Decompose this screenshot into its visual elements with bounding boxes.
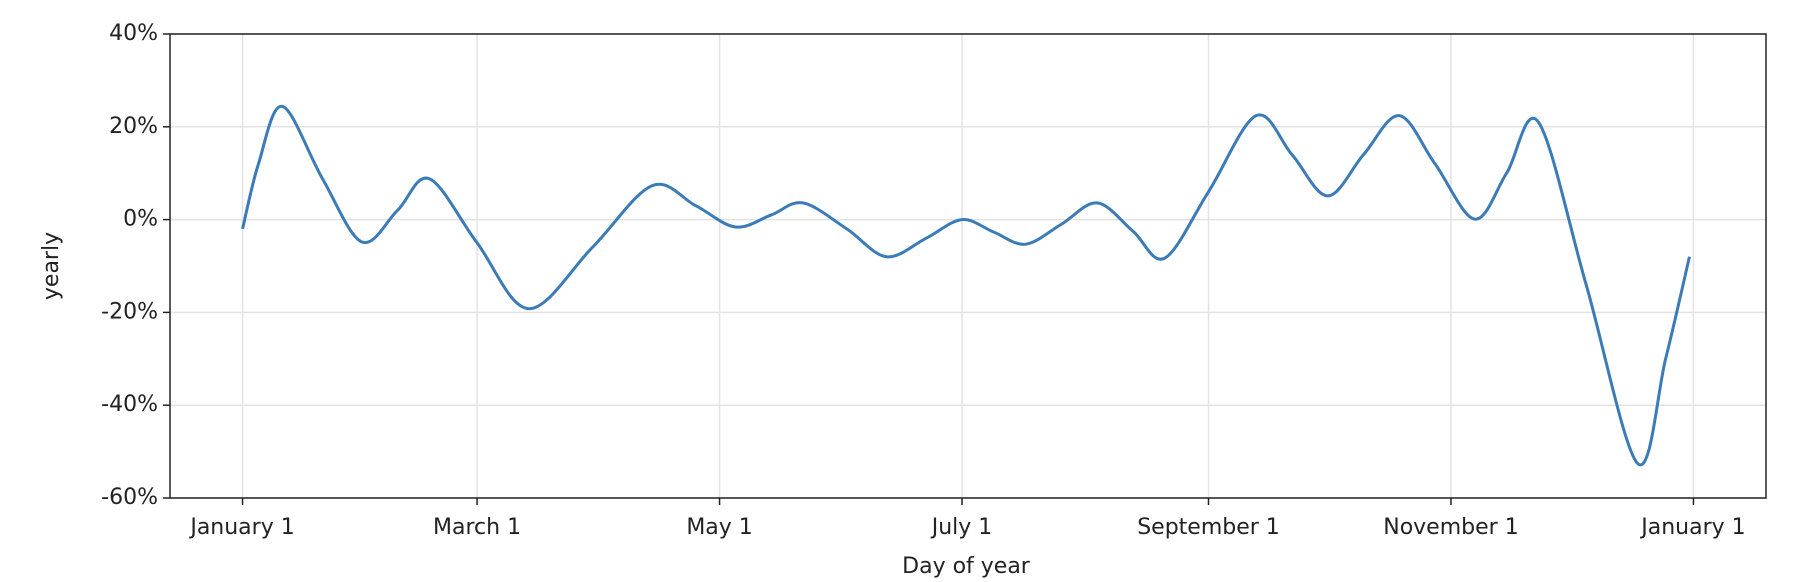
x-tick-label: May 1	[686, 515, 752, 540]
plot-frame	[169, 33, 1767, 499]
x-tick-label: January 1	[1639, 515, 1745, 540]
y-tick-label: -20%	[101, 299, 158, 324]
y-tick-label: 0%	[123, 207, 158, 232]
x-tick-label: September 1	[1137, 515, 1280, 540]
x-tick-label: January 1	[188, 515, 294, 540]
y-tick-label: 20%	[109, 114, 158, 139]
y-axis-label: yearly	[39, 232, 64, 300]
y-tick-label: 40%	[109, 21, 158, 46]
x-tick-label: July 1	[930, 515, 993, 540]
x-tick-label: November 1	[1383, 515, 1518, 540]
x-axis-label: Day of year	[902, 554, 1031, 579]
y-tick-label: -60%	[101, 485, 158, 510]
y-tick-label: -40%	[101, 392, 158, 417]
x-tick-label: March 1	[433, 515, 521, 540]
series-line	[241, 104, 1691, 467]
